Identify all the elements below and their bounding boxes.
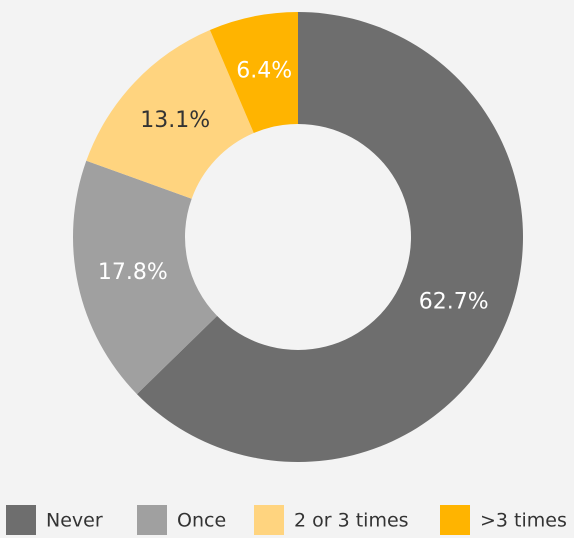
legend-label: >3 times	[480, 510, 567, 532]
donut-slice	[86, 29, 254, 199]
legend-swatch	[254, 505, 284, 535]
legend-swatch	[6, 505, 36, 535]
legend-label: Never	[46, 510, 103, 532]
donut-slice	[209, 12, 298, 134]
legend-label: 2 or 3 times	[294, 510, 409, 532]
donut-slice	[136, 12, 523, 462]
legend-swatch	[137, 505, 167, 535]
data-label: 62.7%	[419, 290, 489, 315]
data-label: 17.8%	[98, 260, 168, 285]
data-label: 13.1%	[140, 108, 210, 133]
data-label: 6.4%	[236, 58, 292, 83]
donut-slice	[73, 160, 218, 395]
legend-label: Once	[177, 510, 226, 532]
legend-swatch	[440, 505, 470, 535]
